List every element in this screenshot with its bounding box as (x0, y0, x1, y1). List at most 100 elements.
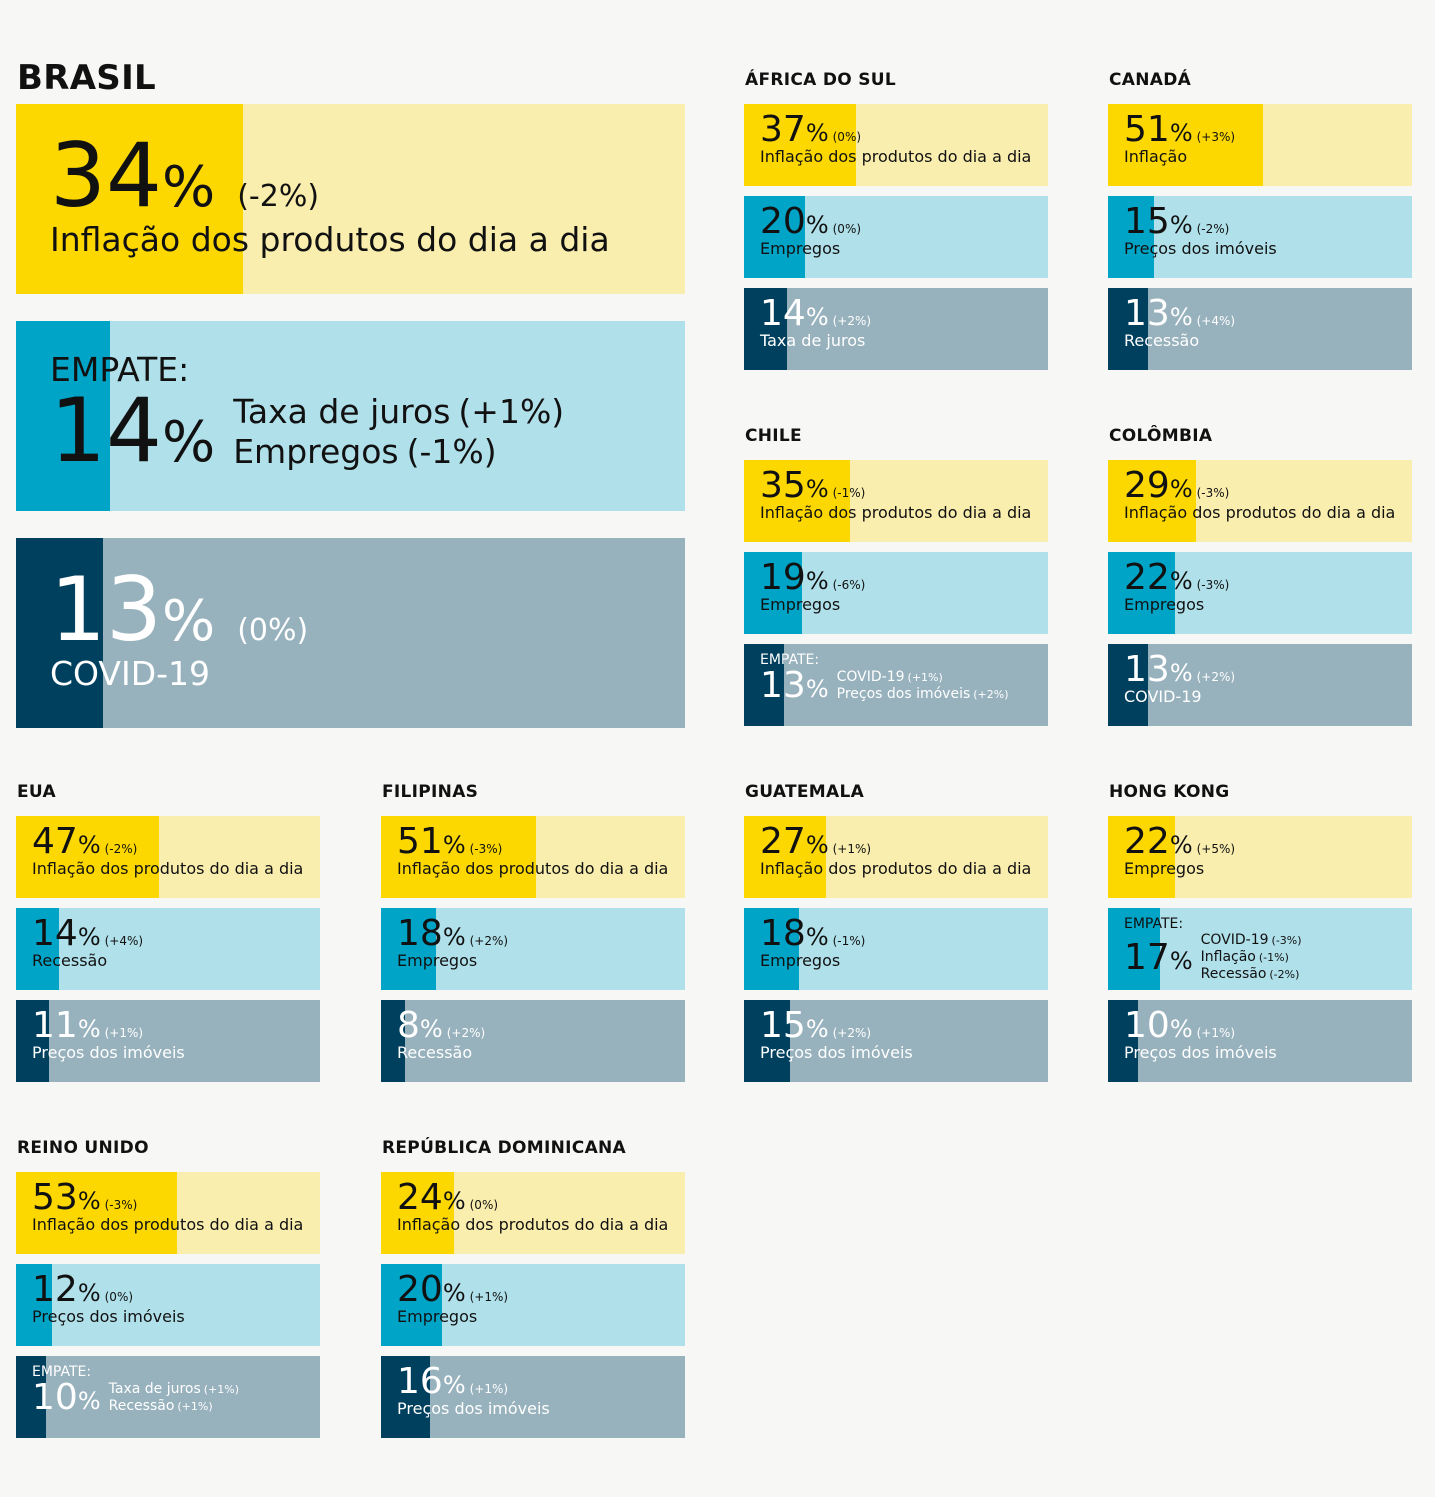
tile-text: 15% (+2%) Preços dos imóveis (760, 1008, 1042, 1062)
value-row: 35% (-1%) (760, 468, 1042, 504)
value-line: 18% (397, 916, 466, 952)
change: (0%) (469, 1198, 499, 1212)
value-line: 13% (50, 566, 215, 655)
value: 22 (1124, 557, 1170, 598)
value-fill (16, 538, 103, 728)
value: 12 (32, 1269, 78, 1310)
label: Recessão (397, 1043, 473, 1062)
change: (+1%) (1196, 1026, 1236, 1040)
change: (-2%) (237, 179, 320, 214)
tile-text: 24% (0%) Inflação dos produtos do dia a di… (397, 1180, 679, 1234)
value: 51 (1124, 109, 1170, 150)
value: 34 (50, 124, 162, 227)
change: (+2%) (1196, 670, 1236, 684)
tile: 14% (+4%) Recessão (16, 908, 320, 990)
item-label: Empregos (233, 432, 399, 471)
value-fill (381, 908, 436, 990)
item-label: COVID-19 (836, 669, 905, 685)
value-line: 53% (32, 1180, 101, 1216)
country-title: HONG KONG (1109, 782, 1230, 802)
percent-sign: % (1169, 1015, 1193, 1043)
value-fill (381, 816, 537, 898)
tile: 18% (+2%) Empregos (381, 908, 685, 990)
value-row: 47% (-2%) (32, 824, 314, 860)
value: 20 (760, 201, 806, 242)
tile: 47% (-2%) Inflação dos produtos do dia a d… (16, 816, 320, 898)
tie-item: Preços dos imóveis (+2%) (837, 686, 1009, 703)
country-title: CHILE (745, 426, 802, 446)
value-line: 20% (760, 204, 829, 240)
value-row: 14% (+4%) (32, 916, 314, 952)
value-line: 11% (32, 1008, 101, 1044)
value-fill (16, 321, 110, 511)
change: (+2%) (469, 934, 509, 948)
value-fill (1108, 1000, 1139, 1082)
label: COVID-19 (50, 654, 211, 693)
percent-sign: % (161, 410, 216, 475)
item-change: (+2%) (973, 688, 1009, 701)
change: (-3%) (469, 842, 503, 856)
percent-sign: % (805, 923, 829, 951)
value: 22 (1124, 821, 1170, 862)
item-change: (+1%) (203, 1383, 240, 1396)
value-fill (1108, 288, 1148, 370)
value-row: 13% (0%) (50, 566, 679, 655)
percent-sign: % (1169, 946, 1193, 975)
value-row: 12% (0%) (32, 1272, 314, 1308)
value-line: 15% (1124, 204, 1193, 240)
change: (0%) (237, 613, 309, 648)
tie-label: EMPATE: (760, 652, 820, 668)
country-title: REPÚBLICA DOMINICANA (382, 1138, 627, 1158)
change: (+2%) (446, 1026, 486, 1040)
tie-items: COVID-19 (+1%) Preços dos imóveis (+2%) (837, 669, 1009, 703)
tile: 13% (+4%) Recessão (1108, 288, 1412, 370)
tile-text: EMPATE: 14% Taxa de juros (+1%) Empregos (-1%… (50, 351, 679, 476)
tile: 20% (+1%) Empregos (381, 1264, 685, 1346)
country-title: FILIPINAS (382, 782, 479, 802)
value: 27 (760, 821, 806, 862)
value: 24 (397, 1177, 443, 1218)
percent-sign: % (77, 831, 101, 859)
tile-text: 10% (+1%) Preços dos imóveis (1124, 1008, 1406, 1062)
change: (-1%) (832, 486, 866, 500)
percent-sign: % (805, 831, 829, 859)
tile-text: 16% (+1%) Preços dos imóveis (397, 1364, 679, 1418)
country-title: CANADÁ (1109, 70, 1192, 90)
value: 15 (1124, 201, 1170, 242)
tile-text: 34% (-2%) Inflação dos produtos do dia a d… (50, 132, 679, 260)
change: (-2%) (104, 842, 138, 856)
value-fill (744, 460, 851, 542)
change: (-3%) (1196, 578, 1230, 592)
tile-text: 29% (-3%) Inflação dos produtos do dia a d… (1124, 468, 1406, 522)
tile-text: 12% (0%) Preços dos imóveis (32, 1272, 314, 1326)
percent-sign: % (161, 155, 216, 220)
tile: 19% (-6%) Empregos (744, 552, 1048, 634)
value-fill (16, 1264, 53, 1346)
change: (0%) (832, 222, 862, 236)
label: Empregos (760, 951, 841, 970)
value-line: 34% (50, 132, 215, 221)
tile: 22% (+5%) Empregos (1108, 816, 1412, 898)
change: (+4%) (1196, 314, 1236, 328)
tie-item: Taxa de juros (+1%) (233, 392, 564, 432)
tie-row: 13% COVID-19 (+1%) Preços dos imóveis (+2%) (760, 668, 1042, 704)
percent-sign: % (805, 119, 829, 147)
change: (+1%) (469, 1382, 509, 1396)
value-fill (381, 1172, 454, 1254)
percent-sign: % (1169, 303, 1193, 331)
percent-sign: % (1169, 831, 1193, 859)
value-fill (744, 104, 857, 186)
label: Empregos (760, 239, 841, 258)
tile: 11% (+1%) Preços dos imóveis (16, 1000, 320, 1082)
tie-items: COVID-19 (-3%) Inflação (-1%) Recessão (-2%) (1201, 932, 1302, 983)
percent-sign: % (442, 923, 466, 951)
value-fill (744, 816, 827, 898)
tile: EMPATE: 13% COVID-19 (+1%) Preços dos imóvei… (744, 644, 1048, 726)
value-row: 10% (+1%) (1124, 1008, 1406, 1044)
item-label: Taxa de juros (108, 1381, 201, 1397)
label: Preços dos imóveis (1124, 1043, 1277, 1062)
tile: 13% (+2%) COVID-19 (1108, 644, 1412, 726)
label: COVID-19 (1124, 687, 1202, 706)
change: (-2%) (1196, 222, 1230, 236)
value: 13 (1124, 649, 1170, 690)
